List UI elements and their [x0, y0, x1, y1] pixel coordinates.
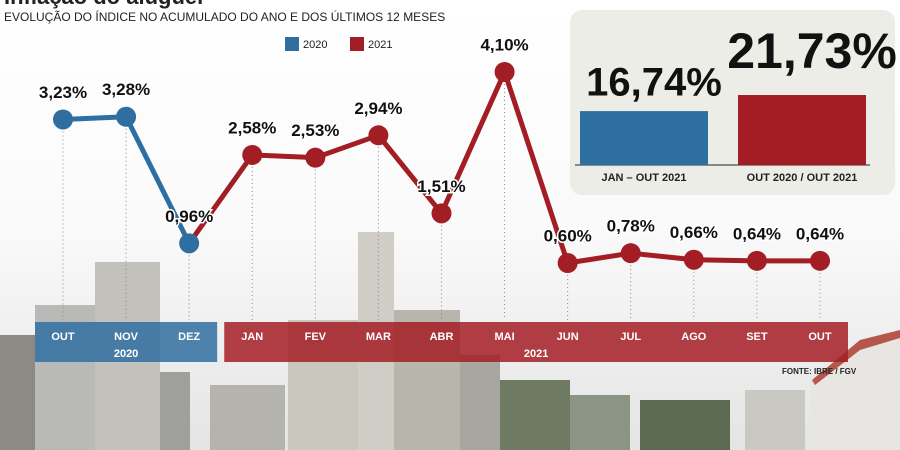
data-label: 0,64% — [733, 224, 781, 243]
year-label: 2020 — [114, 348, 138, 360]
bar-value-label: 16,74% — [586, 61, 722, 105]
source: FONTE: IBRE / FGV — [782, 367, 857, 376]
legend-label: 2021 — [368, 39, 392, 51]
data-label: 2,94% — [354, 99, 402, 118]
title: Inflação do aluguel — [4, 0, 203, 9]
x-tick-label: MAI — [494, 331, 514, 343]
year-label: 2021 — [524, 348, 548, 360]
point — [431, 203, 452, 224]
bar — [738, 95, 866, 165]
legend-swatch — [285, 37, 299, 51]
point — [620, 243, 641, 264]
point — [53, 109, 73, 130]
point — [746, 250, 767, 271]
x-tick-label: FEV — [305, 331, 327, 343]
data-label: 0,60% — [544, 226, 592, 245]
x-tick-label: SET — [746, 331, 768, 343]
data-label: 0,66% — [670, 223, 718, 242]
x-tick-label: DEZ — [178, 331, 200, 343]
bar-category-label: OUT 2020 / OUT 2021 — [747, 172, 858, 184]
point — [683, 249, 704, 270]
data-label: 0,96% — [165, 207, 213, 226]
data-label: 2,58% — [228, 118, 276, 137]
data-label: 0,64% — [796, 224, 844, 243]
x-tick-label: OUT — [51, 331, 75, 343]
point — [494, 62, 515, 82]
bar-value-label: 21,73% — [727, 23, 897, 79]
x-tick-label: ABR — [430, 331, 454, 343]
x-tick-label: NOV — [114, 331, 139, 343]
data-label: 1,51% — [417, 177, 465, 196]
x-tick-label: AGO — [681, 331, 707, 343]
x-tick-label: JUN — [557, 331, 579, 343]
point — [116, 106, 137, 127]
point — [368, 125, 389, 146]
point — [557, 253, 578, 273]
year-band — [224, 322, 848, 362]
x-tick-label: OUT — [808, 331, 832, 343]
x-tick-label: JAN — [241, 331, 263, 343]
subtitle: EVOLUÇÃO DO ÍNDICE NO ACUMULADO DO ANO E… — [4, 9, 445, 24]
data-label: 2,53% — [291, 121, 339, 140]
data-label: 0,78% — [607, 217, 655, 236]
city-photo — [0, 232, 900, 450]
point — [810, 250, 830, 271]
line — [252, 69, 820, 266]
legend-label: 2020 — [303, 39, 327, 51]
series-connector — [187, 153, 255, 245]
point — [305, 147, 326, 168]
legend-swatch — [350, 37, 364, 51]
x-tick-label: JUL — [620, 331, 641, 343]
x-tick-label: MAR — [366, 331, 391, 343]
data-label: 4,10% — [480, 35, 528, 54]
point — [242, 144, 263, 165]
year-band — [35, 322, 218, 362]
data-label: 3,28% — [102, 80, 150, 99]
bar-category-label: JAN – OUT 2021 — [602, 172, 687, 184]
point — [179, 233, 200, 254]
bar — [580, 111, 708, 165]
data-label: 3,23% — [39, 83, 87, 102]
